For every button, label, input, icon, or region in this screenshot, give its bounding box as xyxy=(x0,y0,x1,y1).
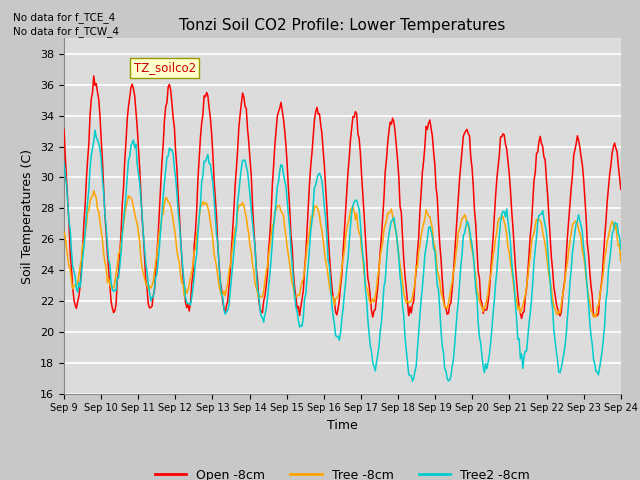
Title: Tonzi Soil CO2 Profile: Lower Temperatures: Tonzi Soil CO2 Profile: Lower Temperatur… xyxy=(179,18,506,33)
Legend: Open -8cm, Tree -8cm, Tree2 -8cm: Open -8cm, Tree -8cm, Tree2 -8cm xyxy=(150,464,534,480)
Text: No data for f_TCE_4: No data for f_TCE_4 xyxy=(13,12,115,23)
X-axis label: Time: Time xyxy=(327,419,358,432)
Text: No data for f_TCW_4: No data for f_TCW_4 xyxy=(13,26,119,37)
Y-axis label: Soil Temperatures (C): Soil Temperatures (C) xyxy=(22,148,35,284)
Text: TZ_soilco2: TZ_soilco2 xyxy=(134,61,196,74)
